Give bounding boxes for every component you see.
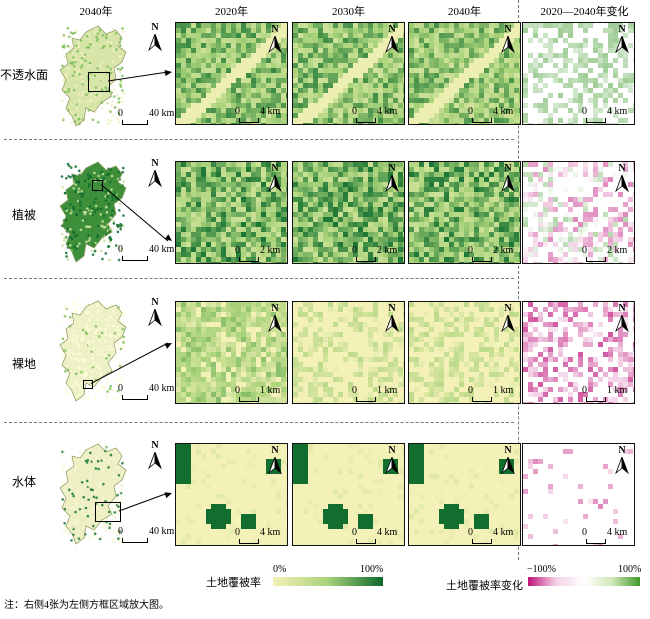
north-arrow-icon: N — [501, 26, 515, 52]
north-label: N — [268, 445, 282, 456]
north-label: N — [385, 24, 399, 35]
north-label: N — [501, 24, 515, 35]
header-change: 2020—2040年变化 — [522, 3, 647, 19]
north-arrow-icon: N — [148, 442, 162, 468]
north-arrow-icon: N — [268, 165, 282, 191]
change-legend-bar — [528, 577, 640, 586]
header-2020: 2020年 — [175, 3, 288, 19]
north-arrow-icon: N — [501, 165, 515, 191]
cover-legend-title: 土地覆被率 — [206, 574, 261, 590]
north-label: N — [385, 303, 399, 314]
north-arrow-icon: N — [615, 447, 629, 473]
footnote: 注：右侧4张为左侧方框区域放大图。 — [4, 596, 169, 611]
north-label: N — [148, 440, 162, 451]
north-label: N — [615, 303, 629, 314]
north-label: N — [615, 445, 629, 456]
north-label: N — [268, 24, 282, 35]
change-legend-min: −100% — [527, 564, 556, 575]
change-legend-max: 100% — [618, 564, 641, 575]
north-arrow-icon: N — [615, 305, 629, 331]
north-label: N — [268, 303, 282, 314]
cover-legend-min: 0% — [273, 564, 286, 575]
north-arrow-icon: N — [385, 26, 399, 52]
north-label: N — [615, 24, 629, 35]
north-arrow-icon: N — [385, 165, 399, 191]
north-arrow-icon: N — [501, 447, 515, 473]
north-label: N — [501, 163, 515, 174]
north-label: N — [385, 445, 399, 456]
north-arrow-icon: N — [268, 26, 282, 52]
north-label: N — [501, 303, 515, 314]
change-legend-title: 土地覆被率变化 — [446, 577, 523, 593]
header-2040: 2040年 — [408, 3, 521, 19]
north-label: N — [268, 163, 282, 174]
north-arrow-icon: N — [615, 26, 629, 52]
north-label: N — [385, 163, 399, 174]
north-arrow-icon: N — [501, 305, 515, 331]
cover-legend-bar — [273, 577, 383, 586]
north-arrow-icon: N — [615, 165, 629, 191]
north-arrow-icon: N — [385, 305, 399, 331]
north-label: N — [501, 445, 515, 456]
header-2030: 2030年 — [292, 3, 405, 19]
north-label: N — [615, 163, 629, 174]
north-arrow-icon: N — [268, 305, 282, 331]
north-arrow-icon: N — [385, 447, 399, 473]
north-arrow-icon: N — [268, 447, 282, 473]
cover-legend-max: 100% — [360, 564, 383, 575]
